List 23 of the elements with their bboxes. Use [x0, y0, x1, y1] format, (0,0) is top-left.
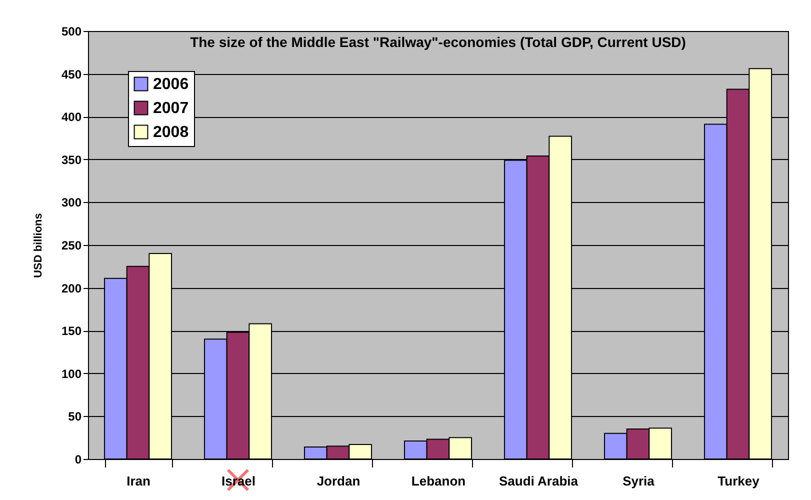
x-tick-label: Israel [222, 474, 256, 488]
y-tick-label: 200 [61, 281, 82, 296]
x-tick-label: Turkey [718, 474, 760, 488]
y-tick-label: 50 [68, 410, 82, 424]
y-tick-label: 0 [74, 452, 82, 466]
legend-label: 2008 [153, 124, 189, 141]
y-tick-label: 150 [61, 324, 82, 338]
x-tick-label: Syria [622, 474, 656, 488]
y-tick-label: 100 [61, 366, 82, 381]
y-tick-label: 500 [61, 24, 82, 38]
y-tick-label: 450 [61, 67, 82, 82]
x-tick-label: Iran [126, 474, 150, 488]
legend-label: 2006 [153, 76, 189, 93]
y-tick-label: 350 [61, 152, 82, 167]
x-tick-label: Lebanon [411, 474, 466, 488]
y-axis-title: USD billions [32, 213, 44, 278]
x-tick-label: Saudi Arabia [499, 474, 579, 488]
chart-title: The size of the Middle East "Railway"-economies (Total GDP, Current USD) [190, 34, 686, 50]
y-tick-label: 250 [61, 238, 82, 252]
y-tick-label: 400 [61, 110, 82, 124]
legend-label: 2007 [153, 100, 189, 117]
y-tick-label: 300 [61, 196, 82, 210]
x-tick-label: Jordan [316, 474, 360, 488]
